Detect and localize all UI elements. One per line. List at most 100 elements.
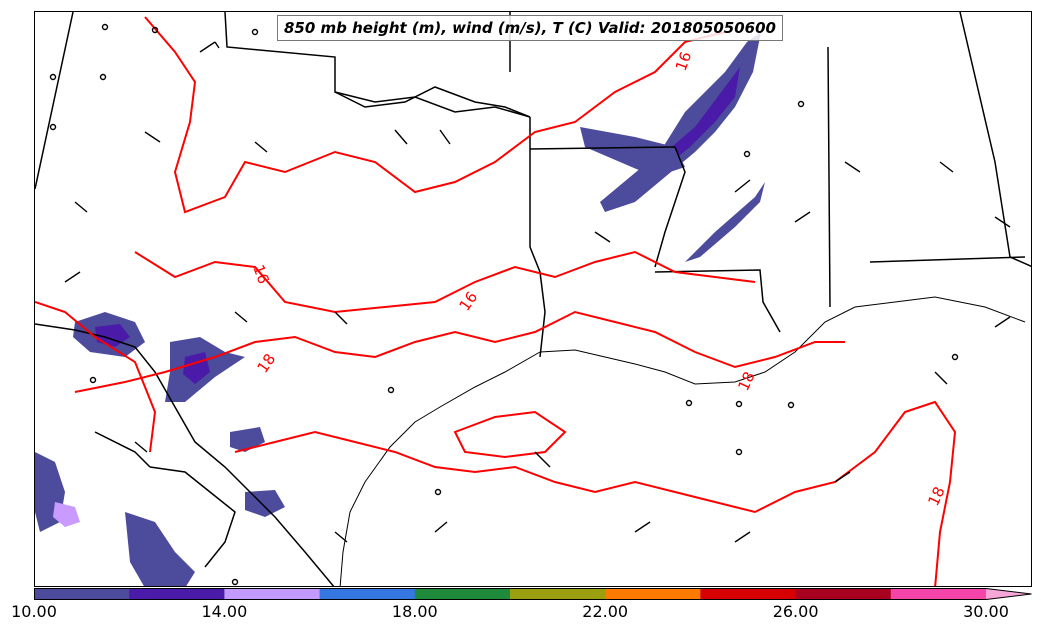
wind-barb (234, 311, 248, 323)
wind-barb (144, 131, 161, 143)
colorbar-tick-label: 18.00 (391, 602, 438, 621)
calm-circle (434, 488, 442, 496)
contour-16-north (144, 16, 726, 214)
wind-barb (934, 371, 948, 385)
shading-ms-band (685, 182, 765, 262)
colorbar-tick-label: 10.00 (11, 602, 57, 621)
map-title: 850 mb height (m), wind (m/s), T (C) Val… (277, 15, 783, 41)
calm-circle (99, 73, 107, 81)
border-fl-panhandle (869, 256, 1026, 263)
wind-barb (994, 316, 1011, 328)
calm-circle (787, 401, 795, 409)
calm-circle (251, 28, 259, 36)
colorbar-segment (34, 588, 130, 600)
map-svg: 16 16 16 18 18 18 (35, 12, 1031, 586)
wind-barb (334, 531, 348, 543)
shading-mexico-2 (125, 512, 195, 586)
shaded-areas (35, 32, 765, 586)
contour-label: 16 (456, 288, 482, 314)
wind-barb (734, 179, 751, 193)
colorbar-outline (34, 588, 1032, 600)
temperature-contours (35, 16, 957, 586)
colorbar-segment (700, 588, 797, 600)
contour-label: 18 (734, 369, 758, 394)
calm-circle (743, 150, 751, 158)
border-mexico-states-2 (94, 431, 151, 468)
wind-barb (134, 441, 148, 453)
colorbar-extend-triangle (986, 588, 1032, 600)
calm-circle (951, 353, 959, 361)
shading-northeast-core (660, 67, 740, 167)
calm-markers (49, 23, 959, 586)
border-nm-west (35, 12, 74, 190)
shading-arkansas-band (580, 127, 685, 177)
colorbar-tick-label: 26.00 (772, 602, 819, 621)
calm-circle (49, 73, 57, 81)
wind-barb (434, 521, 448, 533)
wind-barb (534, 451, 551, 468)
contour-west-loop (35, 301, 157, 453)
wind-barb (994, 216, 1011, 228)
colorbar-tick-label: 22.00 (582, 602, 629, 621)
coastline-louisiana (539, 296, 1026, 385)
shading-west-texas-core (95, 324, 130, 347)
border-oklahoma-panhandle (224, 12, 531, 118)
wind-barb (794, 211, 811, 223)
calm-circle (151, 26, 159, 34)
calm-circle (797, 100, 805, 108)
colorbar-segment (319, 588, 416, 600)
contour-18-south (234, 400, 957, 586)
wind-barb (634, 521, 651, 533)
border-mexico-states-1 (149, 466, 236, 568)
wind-barb (439, 129, 451, 145)
wind-barb (74, 201, 88, 213)
colorbar-segment (890, 588, 987, 600)
border-al-ga (959, 12, 1031, 267)
contour-18-center (74, 310, 845, 393)
wind-barb (394, 129, 408, 145)
colorbar-segment (605, 588, 701, 600)
border-louisiana-ms (654, 269, 781, 333)
contour-label: 16 (672, 49, 695, 73)
border-ms-al (827, 46, 831, 308)
contour-label: 16 (249, 262, 272, 286)
wind-barb (844, 161, 861, 173)
map-panel: 16 16 16 18 18 18 (34, 11, 1032, 587)
contour-16-mid (134, 250, 756, 314)
shading-mexico-core (53, 502, 80, 527)
wind-barb (594, 231, 611, 243)
wind-barb (254, 141, 268, 153)
wind-barb (64, 271, 81, 283)
wind-barb (834, 471, 851, 483)
wind-barb (734, 531, 751, 543)
wind-barb (939, 161, 954, 173)
colorbar (34, 588, 1032, 600)
coastline (339, 296, 1026, 586)
borders (35, 12, 1031, 586)
calm-circle (387, 386, 395, 394)
contour-label: 18 (254, 350, 280, 376)
calm-circle (89, 376, 97, 384)
colorbar-tick-label: 30.00 (963, 602, 1009, 621)
calm-circle (101, 23, 109, 31)
contour-18-loop (453, 410, 567, 459)
colorbar-segment (129, 588, 225, 600)
calm-circle (231, 578, 239, 586)
calm-circle (735, 448, 743, 456)
colorbar-segment (224, 588, 321, 600)
colorbar-segment (414, 588, 511, 600)
border-mississippi-river (654, 146, 686, 268)
coastline-texas (339, 351, 541, 586)
border-texas-oklahoma (334, 86, 531, 118)
wind-barb (199, 41, 220, 53)
wind-barbs (64, 41, 1011, 543)
border-texas-east (529, 117, 546, 358)
shading-northeast-band (600, 32, 761, 212)
calm-circle (735, 400, 743, 408)
calm-circle (685, 399, 693, 407)
colorbar-tick-label: 14.00 (201, 602, 248, 621)
colorbar-segment (795, 588, 892, 600)
contour-label-group: 16 16 16 18 18 18 (249, 49, 948, 508)
border-tx-mexico (35, 323, 335, 586)
calm-circle (49, 123, 57, 131)
